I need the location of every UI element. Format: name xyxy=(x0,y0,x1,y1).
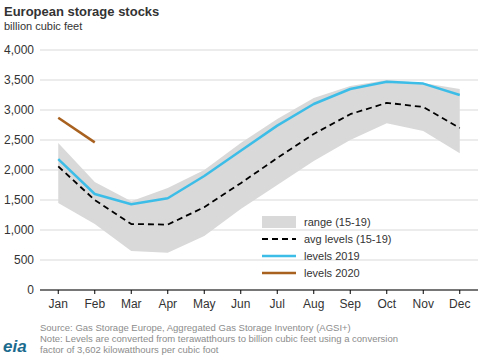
x-tick-label: Jan xyxy=(49,297,68,311)
legend-swatch xyxy=(262,255,296,258)
footnote: factor of 3,602 kilowatthours per cubic … xyxy=(40,344,219,355)
logo: eia xyxy=(3,337,27,356)
x-tick xyxy=(131,290,132,294)
x-tick xyxy=(423,290,424,294)
legend-label: avg levels (15-19) xyxy=(304,233,391,245)
y-tick-label: 3,000 xyxy=(4,103,34,117)
x-tick xyxy=(277,290,278,294)
legend-swatch xyxy=(262,272,296,275)
x-tick xyxy=(459,290,460,294)
legend-swatch xyxy=(262,216,296,228)
x-tick-label: Sep xyxy=(340,297,362,311)
x-tick-label: Apr xyxy=(158,297,177,311)
x-tick-label: Aug xyxy=(303,297,324,311)
grid-line xyxy=(40,290,478,291)
x-tick-label: Nov xyxy=(413,297,434,311)
plot-area xyxy=(58,80,460,253)
x-tick xyxy=(167,290,168,294)
x-tick-label: Oct xyxy=(377,297,396,311)
x-tick xyxy=(240,290,241,294)
y-tick-label: 2,500 xyxy=(4,133,34,147)
series-line xyxy=(58,103,460,225)
x-tick xyxy=(313,290,314,294)
x-tick-label: Jul xyxy=(270,297,285,311)
grid-line xyxy=(40,80,478,81)
x-tick xyxy=(58,290,59,294)
y-axis-range xyxy=(40,50,41,290)
y-tick-label: 1,000 xyxy=(4,223,34,237)
chart: European storage stocksbillion cubic fee… xyxy=(0,0,482,360)
title: European storage stocks xyxy=(4,4,159,19)
x-tick-label: Mar xyxy=(121,297,142,311)
x-tick-label: Dec xyxy=(449,297,470,311)
legend-swatch xyxy=(262,238,296,240)
range-band xyxy=(58,80,460,253)
footnote: Source: Gas Storage Europe, Aggregated G… xyxy=(40,322,351,333)
y-tick-label: 1,500 xyxy=(4,193,34,207)
legend: range (15-19) avg levels (15-19) levels 20… xyxy=(262,216,391,279)
grid-line xyxy=(40,260,478,261)
y-tick-label: 0 xyxy=(27,283,34,297)
x-tick-label: May xyxy=(193,297,216,311)
y-tick-label: 500 xyxy=(14,253,34,267)
x-tick xyxy=(204,290,205,294)
x-tick xyxy=(94,290,95,294)
x-tick xyxy=(386,290,387,294)
legend-label: levels 2020 xyxy=(304,267,360,279)
grid-line xyxy=(40,50,478,51)
subtitle: billion cubic feet xyxy=(4,20,82,32)
legend-label: levels 2019 xyxy=(304,250,360,262)
legend-label: range (15-19) xyxy=(304,216,371,228)
x-tick xyxy=(350,290,351,294)
y-tick-label: 3,500 xyxy=(4,73,34,87)
x-tick-label: Feb xyxy=(84,297,105,311)
footnote: Note: Levels are converted from terawatt… xyxy=(40,333,398,344)
x-tick-label: Jun xyxy=(231,297,250,311)
y-tick-label: 4,000 xyxy=(4,43,34,57)
x-axis-line xyxy=(40,290,478,291)
y-tick-label: 2,000 xyxy=(4,163,34,177)
series-line xyxy=(58,82,460,204)
series-line xyxy=(58,118,95,143)
